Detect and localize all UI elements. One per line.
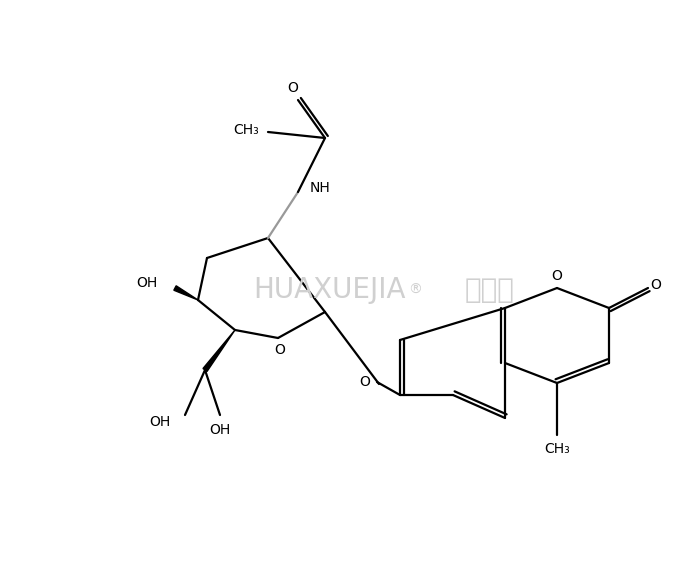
Text: OH: OH [137,276,158,290]
Text: HUAXUEJIA: HUAXUEJIA [254,276,406,304]
Text: O: O [650,278,661,292]
Text: O: O [287,81,298,95]
Text: CH₃: CH₃ [233,123,259,137]
Text: OH: OH [210,423,230,437]
Text: ®: ® [408,283,422,297]
Text: OH: OH [149,415,171,429]
Polygon shape [174,286,198,300]
Text: 化学加: 化学加 [465,276,515,304]
Text: CH₃: CH₃ [544,442,570,456]
Text: O: O [552,269,562,283]
Text: O: O [359,375,371,389]
Text: NH: NH [310,181,331,195]
Polygon shape [203,330,235,371]
Text: O: O [275,343,285,357]
